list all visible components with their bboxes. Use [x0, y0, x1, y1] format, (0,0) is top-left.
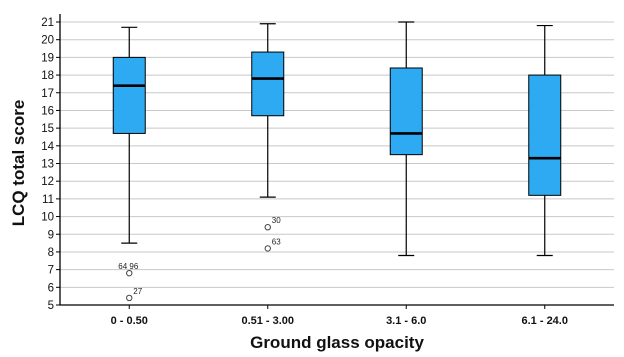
box-iqr [112, 56, 146, 134]
box-iqr [389, 67, 423, 156]
y-tick-label-17: 17 [41, 88, 54, 100]
box-3 [389, 21, 423, 257]
y-tick-label-14: 14 [41, 141, 54, 153]
y-tick-label-10: 10 [41, 212, 54, 224]
y-tick-label-18: 18 [41, 70, 54, 82]
y-tick-label-7: 7 [48, 265, 54, 277]
y-tick-label-8: 8 [48, 247, 54, 259]
box-iqr [528, 74, 562, 196]
x-tick-label-2: 0.51 - 3.00 [241, 315, 294, 327]
y-tick-label-6: 6 [48, 282, 54, 294]
y-tick-label-16: 16 [41, 105, 54, 117]
y-tick-label-19: 19 [41, 52, 54, 64]
y-tick-label-15: 15 [41, 123, 54, 135]
y-tick-label-11: 11 [42, 194, 54, 206]
box-1: 64 96 27 [112, 26, 146, 302]
x-axis-title: Ground glass opacity [250, 333, 424, 352]
y-tick-label-21: 21 [41, 17, 54, 29]
y-tick-label-9: 9 [48, 229, 54, 241]
x-tick-label-4: 6.1 - 24.0 [522, 315, 568, 327]
y-tick-label-12: 12 [41, 176, 54, 188]
y-tick-label-5: 5 [48, 300, 54, 312]
outlier-point [126, 294, 133, 302]
box-iqr [251, 51, 285, 117]
y-axis-title: LCQ total score [9, 100, 28, 227]
box-plot-series: 64 96 27 30 63 [112, 21, 562, 302]
y-axis-ticks: 5 6 7 8 9 10 11 12 13 14 15 16 17 18 19 20 21 [41, 17, 60, 312]
box-2: 30 63 [251, 23, 285, 252]
outlier-label: 30 [272, 216, 281, 225]
outlier-label: 63 [272, 237, 281, 246]
outlier-label: 64 96 [118, 262, 139, 271]
box-4 [528, 24, 562, 257]
y-tick-label-13: 13 [41, 159, 54, 171]
outlier-point [126, 269, 133, 277]
x-axis-ticks: 0 - 0.50 0.51 - 3.00 3.1 - 6.0 6.1 - 24.0 [111, 305, 568, 327]
outlier-point [264, 245, 271, 252]
y-tick-label-20: 20 [41, 35, 54, 47]
outlier-point [264, 223, 271, 231]
outlier-label: 27 [133, 287, 142, 296]
gridlines [60, 21, 614, 288]
x-tick-label-1: 0 - 0.50 [111, 315, 148, 327]
x-tick-label-3: 3.1 - 6.0 [386, 315, 426, 327]
